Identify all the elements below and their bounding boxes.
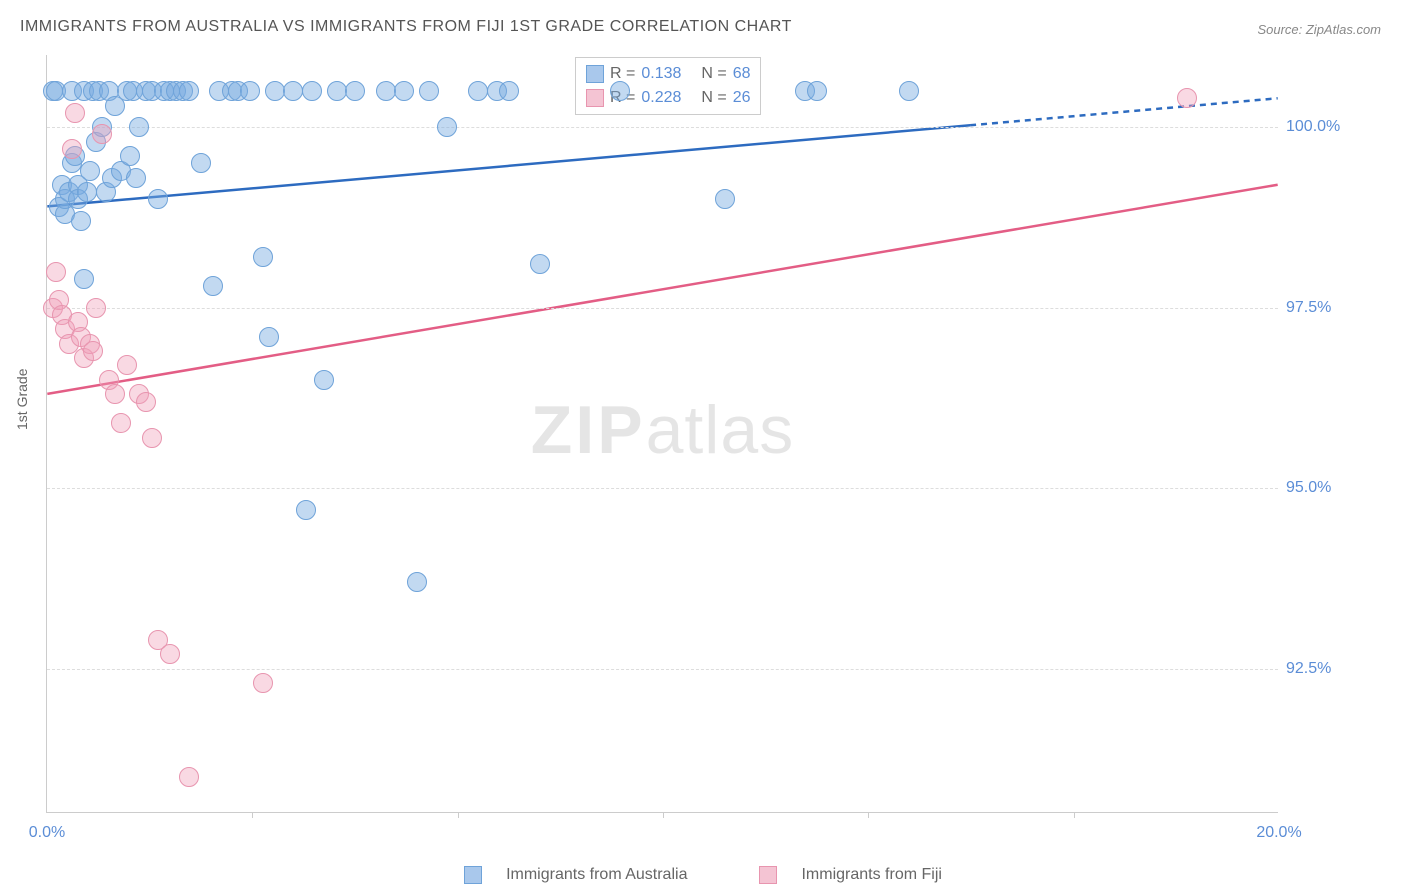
swatch-fiji — [759, 866, 777, 884]
r-value: 0.138 — [641, 62, 695, 86]
x-tick-mark — [252, 812, 253, 818]
trend-lines — [47, 55, 1278, 812]
gridline — [47, 669, 1278, 670]
scatter-point-fiji — [86, 298, 106, 318]
series-legend: Immigrants from Australia Immigrants from… — [0, 866, 1406, 884]
scatter-point-fiji — [65, 103, 85, 123]
legend-label: Immigrants from Australia — [506, 866, 687, 883]
scatter-point-fiji — [105, 384, 125, 404]
x-tick-mark — [868, 812, 869, 818]
scatter-point-australia — [240, 81, 260, 101]
trendline-australia — [47, 125, 970, 206]
y-tick-label: 95.0% — [1286, 479, 1396, 497]
scatter-point-fiji — [253, 673, 273, 693]
gridline — [47, 308, 1278, 309]
r-value: 0.228 — [641, 86, 695, 110]
scatter-point-fiji — [111, 413, 131, 433]
scatter-point-fiji — [83, 341, 103, 361]
scatter-point-australia — [77, 182, 97, 202]
scatter-point-australia — [283, 81, 303, 101]
scatter-point-australia — [394, 81, 414, 101]
scatter-point-fiji — [179, 767, 199, 787]
scatter-point-australia — [499, 81, 519, 101]
swatch-australia — [586, 65, 604, 83]
scatter-point-australia — [126, 168, 146, 188]
y-axis-label: 1st Grade — [14, 369, 30, 430]
trendline-fiji — [47, 185, 1277, 394]
scatter-point-australia — [899, 81, 919, 101]
scatter-point-australia — [253, 247, 273, 267]
swatch-fiji — [586, 89, 604, 107]
legend-item-australia: Immigrants from Australia — [446, 866, 705, 883]
scatter-point-fiji — [62, 139, 82, 159]
swatch-australia — [464, 866, 482, 884]
scatter-point-australia — [314, 370, 334, 390]
scatter-point-australia — [74, 269, 94, 289]
x-tick-label: 20.0% — [1256, 824, 1301, 842]
scatter-point-australia — [302, 81, 322, 101]
stats-row-australia: R =0.138N =68 — [586, 62, 750, 86]
scatter-point-australia — [179, 81, 199, 101]
scatter-point-australia — [376, 81, 396, 101]
scatter-point-fiji — [46, 262, 66, 282]
n-label: N = — [701, 62, 726, 86]
stats-legend: R =0.138N =68R =0.228N =26 — [575, 57, 761, 115]
scatter-point-australia — [610, 81, 630, 101]
scatter-point-australia — [203, 276, 223, 296]
x-tick-mark — [663, 812, 664, 818]
scatter-point-australia — [265, 81, 285, 101]
scatter-point-australia — [191, 153, 211, 173]
gridline — [47, 127, 1278, 128]
scatter-point-australia — [129, 117, 149, 137]
y-tick-label: 100.0% — [1286, 118, 1396, 136]
source-attribution: Source: ZipAtlas.com — [1257, 22, 1381, 37]
n-value: 68 — [733, 62, 751, 86]
chart-title: IMMIGRANTS FROM AUSTRALIA VS IMMIGRANTS … — [20, 18, 792, 36]
n-value: 26 — [733, 86, 751, 110]
scatter-point-australia — [296, 500, 316, 520]
scatter-point-fiji — [136, 392, 156, 412]
scatter-point-australia — [259, 327, 279, 347]
scatter-point-fiji — [1177, 88, 1197, 108]
x-tick-label: 0.0% — [29, 824, 65, 842]
legend-label: Immigrants from Fiji — [801, 866, 941, 883]
scatter-point-australia — [468, 81, 488, 101]
scatter-point-fiji — [142, 428, 162, 448]
scatter-point-australia — [715, 189, 735, 209]
watermark: ZIPatlas — [531, 391, 794, 469]
watermark-zip: ZIP — [531, 392, 646, 468]
scatter-point-australia — [437, 117, 457, 137]
scatter-point-australia — [345, 81, 365, 101]
scatter-point-fiji — [160, 644, 180, 664]
n-label: N = — [701, 86, 726, 110]
scatter-point-fiji — [92, 124, 112, 144]
scatter-point-australia — [80, 161, 100, 181]
scatter-point-australia — [807, 81, 827, 101]
scatter-point-australia — [419, 81, 439, 101]
watermark-atlas: atlas — [646, 392, 795, 468]
x-tick-mark — [458, 812, 459, 818]
scatter-point-australia — [327, 81, 347, 101]
scatter-point-australia — [148, 189, 168, 209]
scatter-point-australia — [120, 146, 140, 166]
scatter-point-australia — [71, 211, 91, 231]
scatter-point-fiji — [117, 355, 137, 375]
scatter-point-australia — [530, 254, 550, 274]
y-tick-label: 92.5% — [1286, 660, 1396, 678]
plot-area: ZIPatlas R =0.138N =68R =0.228N =26 100.… — [46, 55, 1278, 813]
trendline-extrapolation-australia — [970, 98, 1278, 125]
legend-item-fiji: Immigrants from Fiji — [741, 866, 959, 883]
x-tick-mark — [1074, 812, 1075, 818]
gridline — [47, 488, 1278, 489]
scatter-point-australia — [407, 572, 427, 592]
y-tick-label: 97.5% — [1286, 299, 1396, 317]
